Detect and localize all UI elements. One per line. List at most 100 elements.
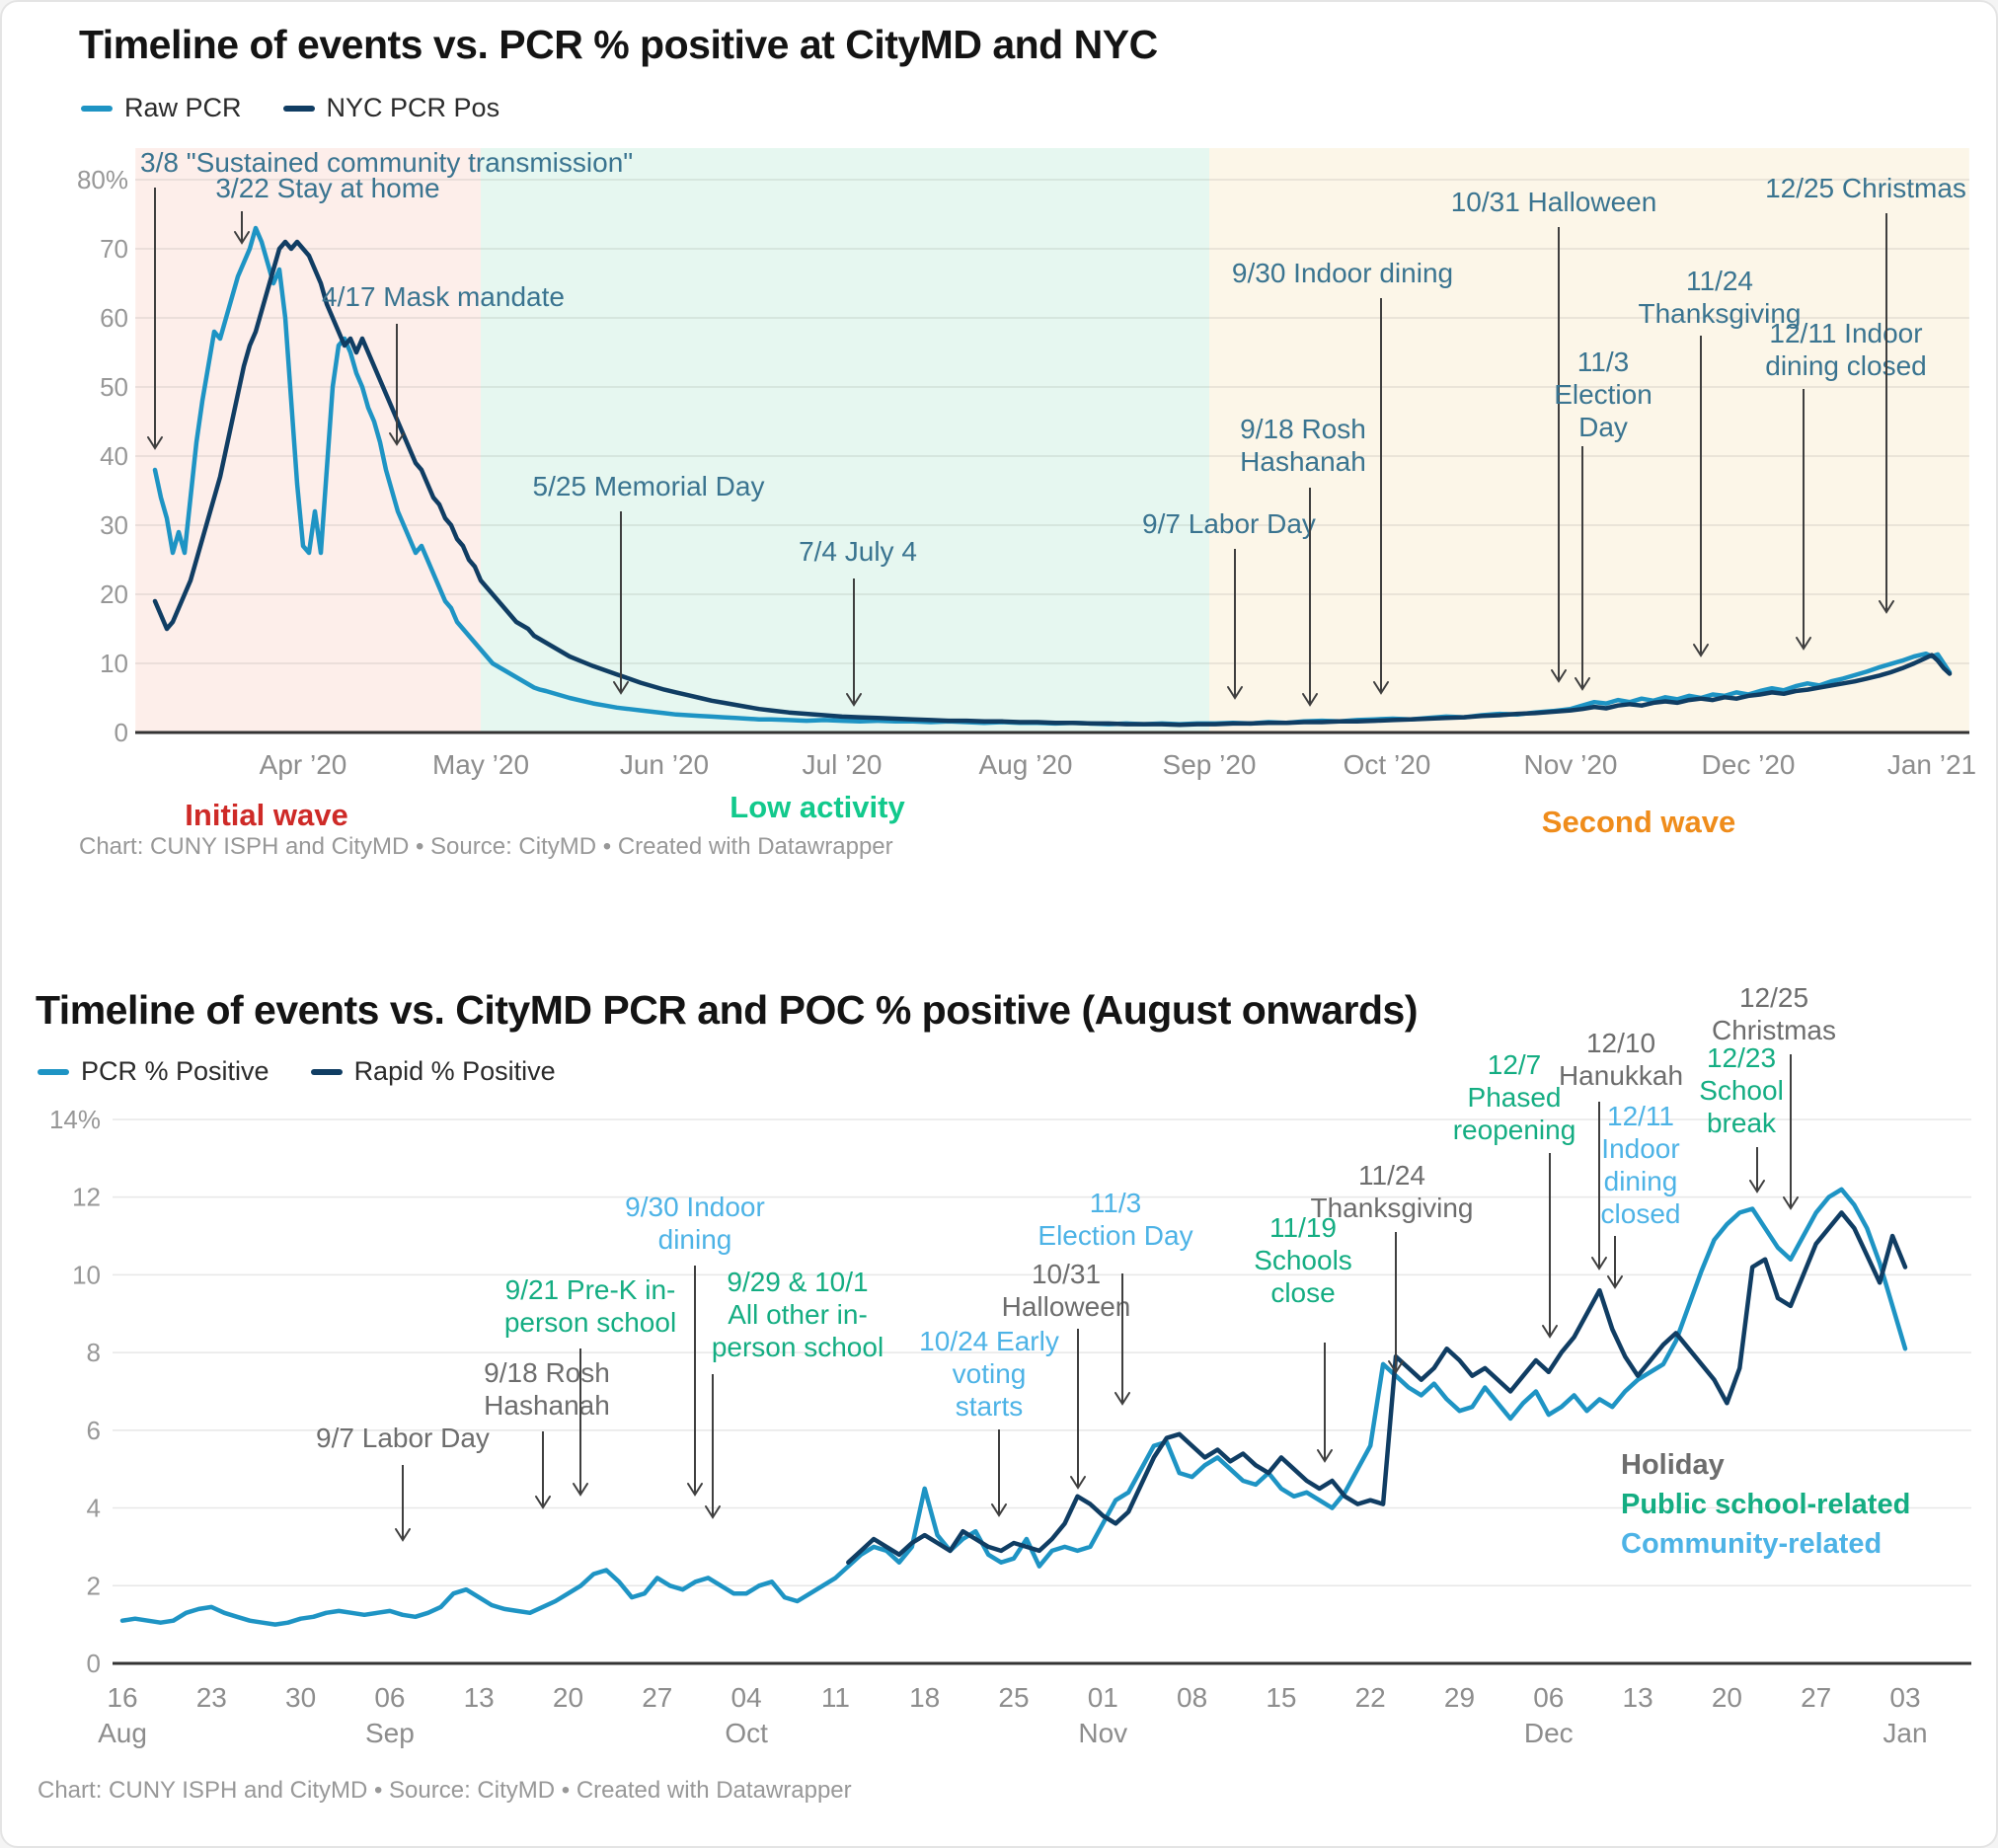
annotation-arrowhead-icon xyxy=(1607,1275,1623,1289)
raw-pcr-line-swatch-icon xyxy=(81,105,113,112)
region-label-low-activity: Low activity xyxy=(730,790,905,824)
chart2-source-line: Chart: CUNY ISPH and CityMD • Source: Ci… xyxy=(38,1777,852,1804)
annotation-arrowhead-icon xyxy=(1302,693,1318,707)
x-axis-tick-label: Aug ’20 xyxy=(979,749,1073,780)
y-axis-tick-label: 10 xyxy=(100,649,128,678)
x-axis-day-label: 20 xyxy=(553,1682,583,1713)
y-axis-tick-label: 6 xyxy=(87,1416,101,1445)
annotation-label: 7/4 July 4 xyxy=(799,536,917,567)
annotation-label: 12/25 Christmas xyxy=(1712,982,1836,1045)
annotation-arrowhead-icon xyxy=(1591,1257,1607,1270)
y-axis-tick-label: 12 xyxy=(72,1183,101,1212)
y-axis-tick-label: 60 xyxy=(100,303,128,333)
x-axis-tick-label: Apr ’20 xyxy=(260,749,347,780)
annotation-label: 12/25 Christmas xyxy=(1765,173,1966,203)
annotation-label: 11/24 Thanksgiving xyxy=(1311,1160,1474,1223)
x-axis-day-label: 27 xyxy=(642,1682,672,1713)
x-axis-month-label: Oct xyxy=(725,1718,768,1748)
annotation-arrowhead-icon xyxy=(535,1496,551,1509)
x-axis-day-label: 03 xyxy=(1889,1682,1920,1713)
x-axis-day-label: 11 xyxy=(821,1682,850,1713)
annotation-arrowhead-icon xyxy=(1796,637,1811,651)
annotation-arrowhead-icon xyxy=(1542,1325,1558,1339)
annotation-arrowhead-icon xyxy=(1749,1180,1765,1194)
x-axis-month-label: Nov xyxy=(1078,1718,1127,1748)
annotation-label: 9/21 Pre-K in-person school xyxy=(504,1274,676,1338)
annotation-label: 3/22 Stay at home xyxy=(215,173,439,203)
x-axis-month-label: Jan xyxy=(1883,1718,1927,1748)
annotation-arrowhead-icon xyxy=(147,436,163,450)
nyc-pcr-pos-line-swatch-icon xyxy=(282,105,315,112)
x-axis-day-label: 01 xyxy=(1088,1682,1118,1713)
legend-label-pcr-positive: PCR % Positive xyxy=(81,1056,269,1086)
annotation-arrowhead-icon xyxy=(687,1483,703,1497)
category-legend-public-school: Public school-related xyxy=(1621,1489,1911,1520)
y-axis-tick-label: 40 xyxy=(100,441,128,471)
annotation-label: 9/30 Indoor dining xyxy=(1232,258,1453,288)
annotation-arrowhead-icon xyxy=(1373,681,1389,695)
annotation-label: 9/7 Labor Day xyxy=(316,1423,490,1453)
y-axis-tick-label: 30 xyxy=(100,510,128,540)
annotation-label: 5/25 Memorial Day xyxy=(533,471,765,501)
x-axis-day-label: 16 xyxy=(107,1682,137,1713)
x-axis-day-label: 29 xyxy=(1444,1682,1475,1713)
x-axis-day-label: 18 xyxy=(909,1682,940,1713)
annotation-category-legend: Holiday Public school-related Community-… xyxy=(1621,1445,1910,1564)
annotation-label: 10/31 Halloween xyxy=(1451,187,1657,217)
x-axis-day-label: 25 xyxy=(998,1682,1029,1713)
y-axis-tick-label: 70 xyxy=(100,234,128,264)
x-axis-day-label: 08 xyxy=(1177,1682,1207,1713)
annotation-label: 10/24 Early voting starts xyxy=(919,1326,1059,1422)
annotation-arrowhead-icon xyxy=(234,231,250,245)
category-legend-holiday: Holiday xyxy=(1621,1449,1725,1481)
y-axis-tick-label: 2 xyxy=(87,1571,101,1600)
x-axis-day-label: 30 xyxy=(285,1682,316,1713)
phase-region xyxy=(1209,148,1969,732)
x-axis-day-label: 22 xyxy=(1355,1682,1386,1713)
annotation-label: 10/31 Halloween xyxy=(1002,1259,1131,1322)
y-axis-tick-label: 14% xyxy=(49,1105,101,1134)
annotation-label: 12/7 Phased reopening xyxy=(1453,1049,1576,1145)
y-axis-tick-label: 10 xyxy=(72,1260,101,1289)
annotation-arrowhead-icon xyxy=(1227,686,1243,700)
annotation-label: 9/7 Labor Day xyxy=(1142,508,1316,539)
annotation-label: 11/3 Election Day xyxy=(1554,346,1652,442)
x-axis-day-label: 27 xyxy=(1801,1682,1831,1713)
annotation-arrowhead-icon xyxy=(1879,600,1894,614)
x-axis-day-label: 06 xyxy=(374,1682,405,1713)
y-axis-tick-label: 8 xyxy=(87,1338,101,1367)
chart1-source-line: Chart: CUNY ISPH and CityMD • Source: Ci… xyxy=(79,833,893,860)
annotation-arrowhead-icon xyxy=(389,432,405,446)
x-axis-tick-label: Nov ’20 xyxy=(1524,749,1618,780)
annotation-arrowhead-icon xyxy=(395,1528,411,1542)
rapid-positive-line-swatch-icon xyxy=(310,1068,343,1075)
annotation-arrowhead-icon xyxy=(1388,1360,1404,1374)
phase-region xyxy=(481,148,1209,732)
legend-label-rapid-positive: Rapid % Positive xyxy=(353,1056,556,1086)
annotation-label: 11/19 Schools close xyxy=(1254,1212,1352,1308)
annotation-arrowhead-icon xyxy=(1551,669,1567,683)
chart1-title: Timeline of events vs. PCR % positive at… xyxy=(79,22,1158,67)
legend-item-raw-pcr: Raw PCR xyxy=(81,93,242,123)
annotation-label: 9/30 Indoor dining xyxy=(625,1192,765,1255)
x-axis-tick-label: Jul ’20 xyxy=(803,749,883,780)
legend-item-pcr-positive: PCR % Positive xyxy=(38,1056,269,1087)
annotation-label: 11/24 Thanksgiving xyxy=(1639,266,1802,329)
category-legend-community: Community-related xyxy=(1621,1528,1883,1560)
annotation-arrowhead-icon xyxy=(573,1483,588,1497)
x-axis-tick-label: May ’20 xyxy=(432,749,529,780)
annotation-label: 9/18 Rosh Hashanah xyxy=(1240,414,1366,477)
annotation-arrowhead-icon xyxy=(846,693,862,707)
annotation-label: 9/29 & 10/1 All other in-person school xyxy=(712,1267,884,1362)
x-axis-tick-label: Oct ’20 xyxy=(1344,749,1431,780)
legend-label-nyc-pcr-pos: NYC PCR Pos xyxy=(326,93,500,122)
annotation-label: 11/3 Election Day xyxy=(1037,1188,1192,1251)
annotation-arrowhead-icon xyxy=(1070,1476,1086,1490)
annotation-label: 4/17 Mask mandate xyxy=(322,281,565,312)
x-axis-tick-label: Jan ’21 xyxy=(1887,749,1976,780)
annotation-arrowhead-icon xyxy=(991,1503,1007,1517)
x-axis-tick-label: Dec ’20 xyxy=(1702,749,1796,780)
chart1-legend: Raw PCR NYC PCR Pos xyxy=(81,93,500,123)
